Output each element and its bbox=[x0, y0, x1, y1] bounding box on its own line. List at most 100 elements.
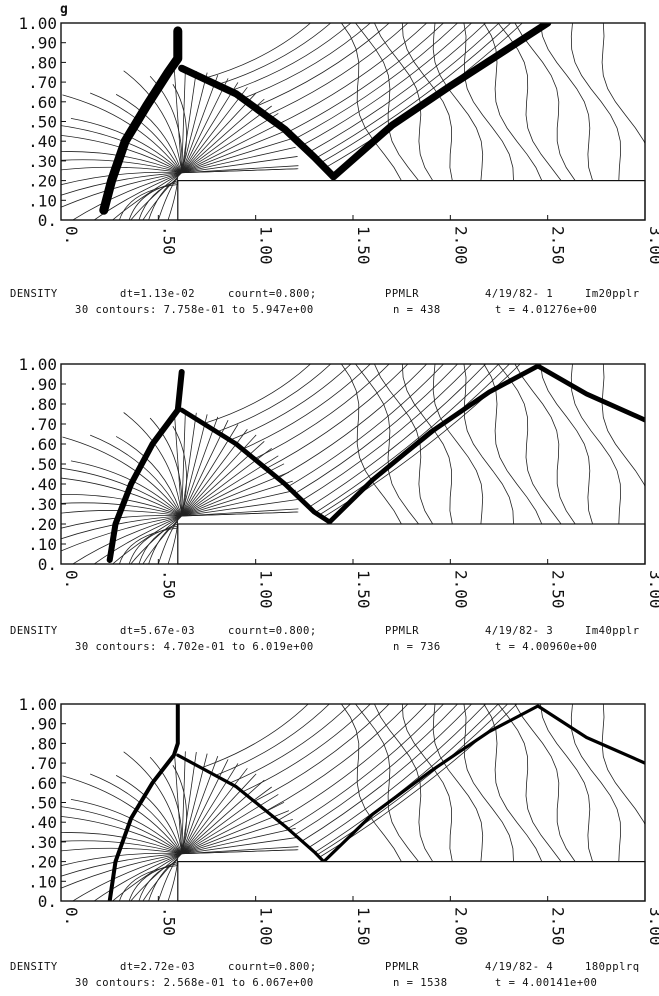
density-contour bbox=[514, 704, 576, 862]
y-tick-label: .10 bbox=[28, 535, 57, 554]
density-contour bbox=[61, 853, 182, 889]
density-contour bbox=[115, 436, 183, 517]
y-tick-label: 0. bbox=[38, 892, 57, 911]
density-contour bbox=[181, 768, 248, 854]
density-contour bbox=[181, 74, 219, 173]
contour-field bbox=[61, 704, 645, 901]
density-contour bbox=[61, 852, 182, 867]
density-contour bbox=[570, 23, 621, 181]
density-contour bbox=[61, 806, 182, 855]
density-contour bbox=[181, 786, 272, 855]
density-contour bbox=[61, 515, 182, 552]
y-tick-label: .90 bbox=[28, 34, 57, 53]
density-contour bbox=[315, 23, 500, 159]
density-contour bbox=[181, 78, 229, 173]
density-contour bbox=[341, 704, 402, 862]
density-contour bbox=[181, 499, 298, 517]
density-contour bbox=[181, 168, 299, 174]
density-contour bbox=[123, 751, 183, 854]
caption-cycle-count: n = 736 bbox=[393, 641, 441, 653]
caption-date: 4/19/82- 1 bbox=[485, 288, 553, 300]
density-contour bbox=[483, 23, 543, 181]
density-contour bbox=[181, 480, 293, 517]
density-contour bbox=[138, 523, 178, 564]
density-contour bbox=[181, 511, 299, 517]
y-tick-label: .50 bbox=[28, 794, 57, 813]
density-contour bbox=[181, 779, 265, 855]
reflected-shock bbox=[179, 407, 333, 525]
density-contour bbox=[242, 704, 371, 793]
density-contour bbox=[301, 704, 472, 842]
density-contour bbox=[181, 508, 299, 517]
density-contour bbox=[119, 527, 178, 564]
density-contour bbox=[128, 863, 178, 901]
density-contour bbox=[242, 23, 371, 99]
density-contour bbox=[157, 857, 179, 901]
y-tick-label: .80 bbox=[28, 395, 57, 414]
density-contour bbox=[497, 704, 562, 862]
density-contour bbox=[157, 519, 179, 564]
density-contour bbox=[181, 471, 290, 517]
density-contour bbox=[61, 494, 182, 517]
density-contour bbox=[432, 23, 484, 181]
density-contour bbox=[138, 861, 178, 901]
y-tick-label: .60 bbox=[28, 435, 57, 454]
density-contour bbox=[115, 775, 183, 854]
density-contour bbox=[216, 23, 332, 86]
density-contour bbox=[61, 853, 182, 877]
density-contour bbox=[601, 23, 645, 145]
density-contour bbox=[167, 855, 179, 901]
density-contour bbox=[540, 364, 593, 525]
y-tick-label: .60 bbox=[28, 93, 57, 112]
y-tick-label: .40 bbox=[28, 475, 57, 494]
density-contour bbox=[374, 704, 434, 862]
x-tick-label: .50 bbox=[159, 907, 178, 936]
density-contour bbox=[181, 751, 186, 854]
y-tick-label: .30 bbox=[28, 495, 57, 514]
density-contour bbox=[111, 172, 182, 220]
density-contour bbox=[181, 412, 197, 517]
density-contour bbox=[181, 440, 265, 517]
x-tick-label: .50 bbox=[159, 226, 178, 255]
density-contour bbox=[61, 510, 182, 517]
caption-date: 4/19/82- 4 bbox=[485, 961, 553, 973]
y-tick-label: .70 bbox=[28, 754, 57, 773]
y-tick-label: .10 bbox=[28, 872, 57, 891]
density-contour bbox=[181, 146, 296, 174]
density-contour bbox=[181, 416, 219, 517]
density-contour bbox=[128, 182, 178, 220]
contour-field bbox=[61, 23, 645, 220]
x-tick-label: .50 bbox=[159, 570, 178, 599]
density-contour bbox=[61, 847, 182, 855]
density-contour bbox=[181, 98, 265, 174]
y-tick-label: .30 bbox=[28, 833, 57, 852]
density-contour bbox=[119, 865, 178, 901]
y-tick-label: .20 bbox=[28, 515, 57, 534]
density-contour bbox=[319, 23, 511, 164]
density-contour bbox=[181, 113, 279, 174]
x-tick-label: 1.50 bbox=[354, 570, 373, 609]
density-contour bbox=[111, 515, 182, 564]
density-contour bbox=[570, 704, 621, 862]
density-contour bbox=[181, 82, 239, 173]
y-tick-label: .60 bbox=[28, 774, 57, 793]
panel-caption: DENSITY dt=5.67e-03 cournt=0.800; PPMLR 4/19… bbox=[10, 625, 639, 653]
density-contour bbox=[181, 434, 257, 517]
density-contour bbox=[254, 704, 390, 802]
x-tick-label: 1.00 bbox=[257, 907, 276, 946]
y-tick-label: 1.00 bbox=[18, 14, 57, 33]
density-contour bbox=[70, 117, 182, 174]
density-contour bbox=[61, 467, 182, 517]
density-contour bbox=[308, 23, 486, 153]
density-contour bbox=[341, 23, 402, 181]
density-contour bbox=[181, 137, 293, 174]
density-contour bbox=[229, 364, 352, 441]
density-contour bbox=[514, 364, 576, 525]
x-tick-label: 2.50 bbox=[549, 226, 568, 265]
y-tick-label: 0. bbox=[38, 211, 57, 230]
density-contour bbox=[215, 704, 330, 776]
density-contour bbox=[294, 23, 458, 140]
x-tick-label: 2.50 bbox=[549, 570, 568, 609]
density-contour bbox=[61, 840, 182, 855]
